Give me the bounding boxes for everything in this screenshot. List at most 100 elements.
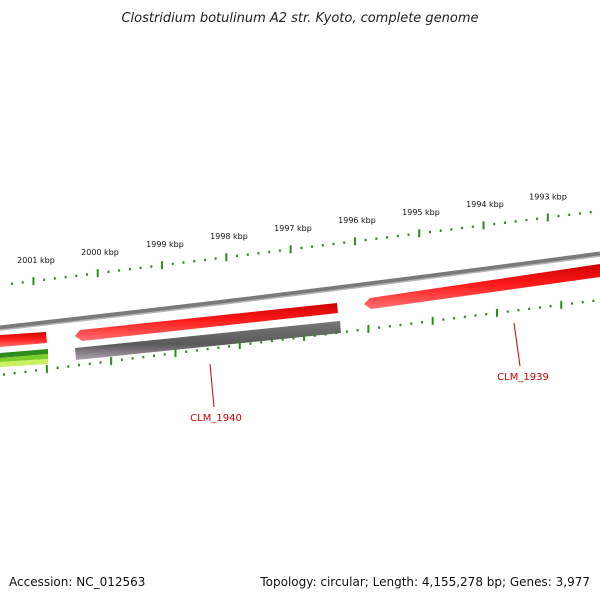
- map-title: Clostridium botulinum A2 str. Kyoto, com…: [121, 11, 478, 26]
- ruler-major-tick: [495, 308, 498, 317]
- ruler-minor-tick: [313, 334, 316, 337]
- ruler-minor-tick: [185, 350, 188, 353]
- ruler-minor-tick: [131, 357, 134, 360]
- ruler-minor-tick: [118, 269, 121, 272]
- ruler-major-tick: [225, 253, 228, 262]
- ruler-tick-label: 1997 kbp: [274, 224, 312, 233]
- ruler-minor-tick: [260, 341, 263, 344]
- genome-summary-text: Topology: circular; Length: 4,155,278 bp…: [259, 575, 590, 589]
- ruler-minor-tick: [568, 213, 571, 217]
- ruler-minor-tick: [292, 337, 295, 340]
- ruler-major-tick: [418, 229, 421, 238]
- ruler-minor-tick: [24, 370, 27, 374]
- gene-arrow-reverse: [75, 321, 341, 360]
- ruler-minor-tick: [506, 310, 509, 313]
- ruler-major-tick: [174, 349, 177, 358]
- ruler-minor-tick: [471, 225, 474, 228]
- ruler-minor-tick: [142, 355, 145, 359]
- ruler-minor-tick: [407, 233, 410, 236]
- ruler-minor-tick: [474, 314, 477, 317]
- ruler-minor-tick: [439, 229, 442, 232]
- ruler-minor-tick: [517, 309, 520, 312]
- ruler-minor-tick: [53, 277, 56, 280]
- ruler-minor-tick: [249, 342, 252, 345]
- ruler-major-tick: [96, 269, 99, 278]
- ruler-minor-tick: [428, 230, 431, 234]
- ruler-minor-tick: [536, 217, 539, 220]
- ruler-labels: 2001 kbp 2000 kbp 1999 kbp 1998 kbp 1997 kbp…: [17, 192, 567, 264]
- gene-leader-clm1939: [513, 322, 521, 367]
- ruler-minor-tick: [461, 226, 464, 230]
- ruler-minor-tick: [21, 281, 24, 284]
- ruler-minor-tick: [78, 363, 81, 367]
- ruler-minor-tick: [442, 318, 445, 321]
- ruler-minor-tick: [163, 353, 166, 356]
- gene-arrow-left-partial: [0, 332, 47, 347]
- ruler-tick-label: 2001 kbp: [17, 256, 55, 265]
- gene-label-clm1939[interactable]: CLM_1939: [497, 372, 549, 383]
- ruler-minor-tick: [589, 210, 592, 214]
- ruler-major-tick: [238, 341, 241, 350]
- ruler-major-tick: [32, 277, 35, 286]
- ruler-major-tick: [353, 237, 356, 246]
- ruler-major-tick: [110, 357, 113, 366]
- ruler-minor-tick: [485, 313, 488, 316]
- ruler-minor-tick: [150, 265, 153, 268]
- ruler-minor-tick: [420, 321, 423, 324]
- green-feature-1: [0, 349, 48, 358]
- ruler-tick-label: 1999 kbp: [146, 240, 184, 249]
- gene-arrow-forward: [75, 303, 338, 341]
- ruler-major-tick: [546, 213, 549, 222]
- ruler-minor-tick: [410, 322, 413, 325]
- ruler-minor-tick: [557, 214, 560, 218]
- ruler-minor-tick: [453, 317, 456, 320]
- ruler-minor-tick: [270, 339, 273, 343]
- ruler-minor-tick: [528, 307, 531, 311]
- backbone-arc: [0, 251, 600, 331]
- ruler-minor-tick: [386, 236, 389, 239]
- ruler-minor-tick: [214, 257, 217, 260]
- ruler-major-tick: [482, 221, 485, 230]
- ruler-minor-tick: [375, 237, 378, 240]
- ruler-minor-tick: [43, 278, 46, 281]
- ruler-minor-tick: [171, 262, 174, 266]
- green-feature-2: [0, 354, 48, 362]
- ruler-major-tick: [161, 261, 164, 270]
- ruler-minor-tick: [525, 218, 528, 222]
- ruler-minor-tick: [107, 270, 110, 274]
- ruler-minor-tick: [246, 253, 249, 256]
- ruler-minor-tick: [182, 261, 185, 264]
- ruler-minor-tick: [56, 366, 59, 370]
- ruler-minor-tick: [399, 323, 402, 327]
- ruler-minor-tick: [257, 252, 260, 255]
- backbone-arc-highlight: [0, 255, 600, 331]
- green-feature-3: [0, 359, 48, 367]
- ruler-minor-tick: [236, 254, 239, 258]
- ruler-minor-tick: [278, 249, 281, 252]
- ruler-major-tick: [431, 316, 434, 325]
- ruler-minor-tick: [538, 306, 541, 309]
- ruler-minor-tick: [3, 373, 5, 376]
- ruler-minor-tick: [64, 275, 67, 279]
- ruler-minor-tick: [193, 260, 196, 263]
- ruler-minor-tick: [463, 315, 466, 319]
- gene-leader-clm1940: [209, 363, 215, 408]
- gene-label-clm1940[interactable]: CLM_1940: [190, 413, 242, 424]
- ruler-minor-tick: [356, 329, 359, 332]
- ruler-minor-tick: [332, 242, 335, 246]
- ruler-minor-tick: [324, 333, 327, 336]
- accession-text: Accession: NC_012563: [9, 575, 145, 589]
- ruler-major-tick: [45, 365, 48, 374]
- ruler-minor-tick: [228, 345, 231, 348]
- ruler-minor-tick: [99, 361, 102, 364]
- ruler-tick-label: 1994 kbp: [466, 200, 504, 209]
- ruler-minor-tick: [514, 220, 517, 223]
- ruler-tick-label: 1996 kbp: [338, 216, 376, 225]
- ruler-minor-tick: [281, 338, 284, 341]
- ruler-minor-tick: [335, 331, 338, 335]
- ruler-minor-tick: [570, 302, 573, 305]
- ruler-minor-tick: [396, 234, 399, 238]
- ruler-major-tick: [560, 300, 563, 309]
- ruler-minor-tick: [581, 300, 584, 304]
